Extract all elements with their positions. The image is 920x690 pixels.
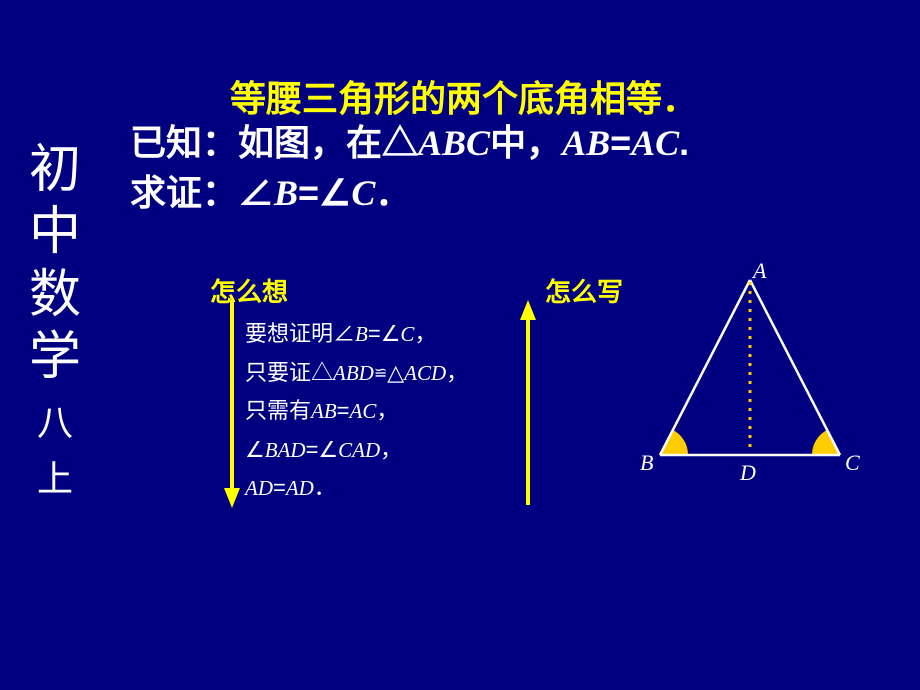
- sidebar-main-3: 数: [25, 265, 85, 327]
- vertex-a-label: A: [751, 260, 767, 283]
- slide-title: 等腰三角形的两个底角相等．: [230, 70, 698, 122]
- side-ab: [660, 280, 750, 455]
- triangle-figure: A B C D: [640, 260, 870, 500]
- step-3: 只需有AB=AC，: [245, 392, 468, 431]
- sidebar-main-4: 学: [25, 327, 85, 389]
- sidebar: 初 中 数 学 八 上: [25, 140, 85, 503]
- vertex-b-label: B: [640, 450, 653, 475]
- sidebar-main-1: 初: [25, 140, 85, 202]
- step-1: 要想证明∠B=∠C，: [245, 315, 468, 354]
- step-2: 只要证△ABD≌△ACD，: [245, 354, 468, 393]
- problem-line-2: 求证：∠B=∠C．: [130, 168, 689, 218]
- sidebar-main-2: 中: [25, 202, 85, 264]
- down-arrow-icon: [222, 300, 242, 510]
- angle-c-marker: [812, 430, 840, 455]
- reasoning-steps: 要想证明∠B=∠C， 只要证△ABD≌△ACD， 只需有AB=AC， ∠BAD=…: [245, 315, 468, 508]
- sidebar-sub-2: 上: [25, 456, 85, 503]
- problem-line-1: 已知：如图，在△ABC中，AB=AC.: [130, 118, 689, 168]
- angle-b-marker: [660, 430, 688, 455]
- step-4: ∠BAD=∠CAD，: [245, 431, 468, 470]
- side-ac: [750, 280, 840, 455]
- sidebar-sub-1: 八: [25, 400, 85, 447]
- problem-statement: 已知：如图，在△ABC中，AB=AC. 求证：∠B=∠C．: [130, 118, 689, 219]
- vertex-c-label: C: [845, 450, 860, 475]
- write-label: 怎么写: [545, 272, 623, 309]
- step-5: AD=AD．: [245, 469, 468, 508]
- up-arrow-icon: [518, 300, 538, 510]
- point-d-label: D: [739, 460, 756, 485]
